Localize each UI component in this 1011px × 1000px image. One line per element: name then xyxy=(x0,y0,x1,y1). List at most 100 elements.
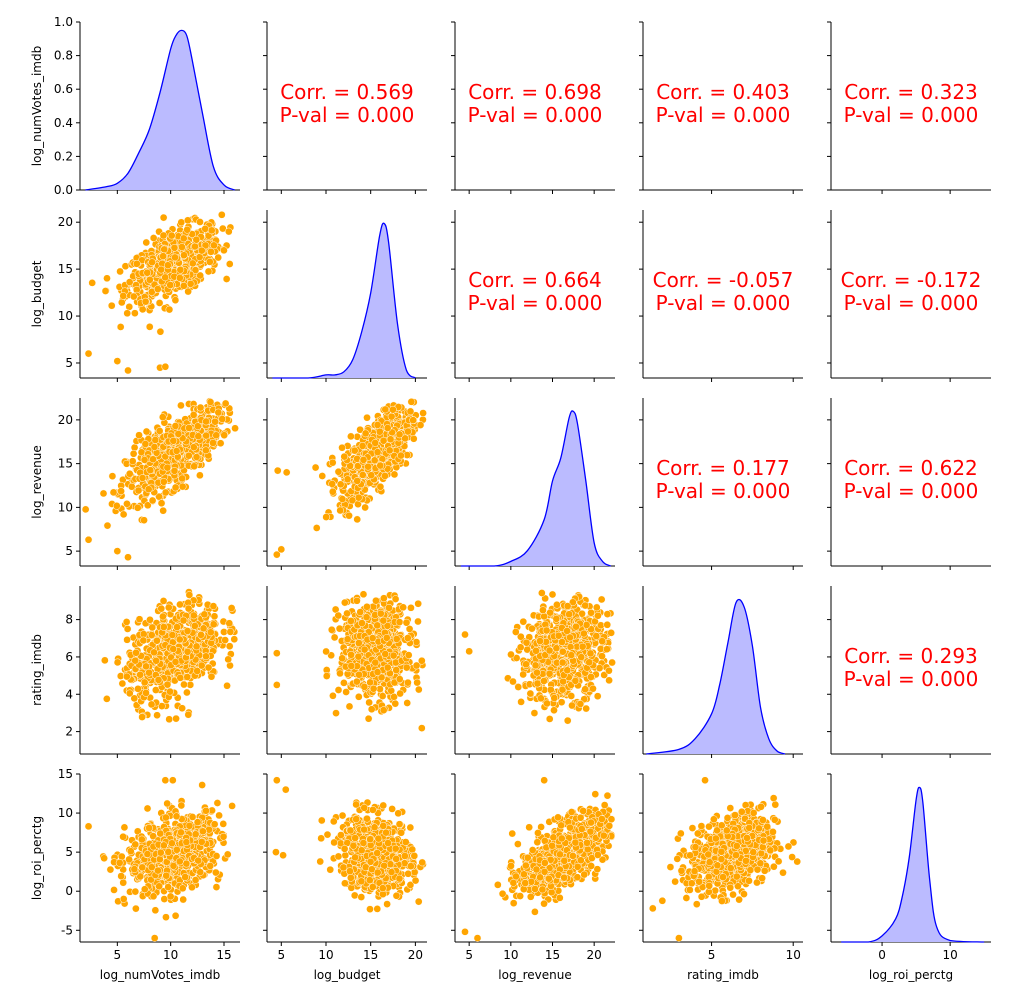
scatter-point xyxy=(370,456,379,465)
scatter-point xyxy=(220,628,228,636)
scatter-point xyxy=(212,883,221,891)
kde-line xyxy=(85,29,235,191)
scatter-point xyxy=(231,424,239,433)
scatter-point xyxy=(567,651,576,659)
scatter-point xyxy=(125,469,134,478)
scatter-point xyxy=(391,699,400,708)
scatter-point xyxy=(358,471,367,479)
scatter-point xyxy=(409,434,418,443)
scatter-point xyxy=(143,804,152,813)
scatter-point xyxy=(140,516,148,525)
scatter-point xyxy=(358,619,366,627)
scatter-point xyxy=(219,820,228,828)
scatter-point xyxy=(178,243,186,251)
scatter-point xyxy=(328,480,337,488)
scatter-point xyxy=(354,639,363,647)
scatter-point xyxy=(171,911,180,920)
scatter-point xyxy=(414,599,423,608)
y-tick-label: 15 xyxy=(58,262,73,276)
y-tick-label: 20 xyxy=(58,215,73,229)
scatter-point xyxy=(417,724,426,732)
pval-label: P-val = 0.000 xyxy=(656,291,791,315)
scatter-point xyxy=(116,267,124,276)
scatter-point xyxy=(542,626,551,635)
scatter-point xyxy=(343,475,352,484)
scatter-point xyxy=(563,602,572,610)
scatter-point xyxy=(553,600,561,609)
scatter-point xyxy=(143,268,152,277)
scatter-point xyxy=(533,668,541,677)
scatter-point xyxy=(347,650,355,659)
scatter-point xyxy=(122,618,131,626)
scatter-point-outlier xyxy=(124,366,132,375)
scatter-point xyxy=(138,713,146,721)
scatter-point-outlier xyxy=(113,357,122,365)
scatter-point xyxy=(359,590,368,599)
scatter-point xyxy=(372,596,380,605)
scatter-point xyxy=(189,443,198,452)
scatter-point xyxy=(196,271,205,280)
scatter-point xyxy=(159,597,168,605)
scatter-point xyxy=(178,474,187,483)
scatter-point xyxy=(540,612,548,621)
kde-fill xyxy=(272,223,416,378)
y-tick-label: 0.6 xyxy=(54,82,73,96)
y-tick-label: 0.2 xyxy=(54,149,73,163)
scatter-point xyxy=(142,689,150,697)
y-tick-label: 4 xyxy=(65,687,73,701)
scatter-point xyxy=(353,677,361,686)
scatter-point xyxy=(175,274,184,282)
scatter-point xyxy=(312,524,321,532)
scatter-point xyxy=(101,287,110,295)
scatter-point xyxy=(598,652,606,661)
scatter-point xyxy=(407,603,415,612)
scatter-point xyxy=(194,432,203,441)
scatter-point xyxy=(109,488,118,497)
scatter-point xyxy=(395,675,404,683)
scatter-point xyxy=(117,487,125,495)
scatter-point xyxy=(587,608,595,617)
corr-label: Corr. = 0.177 xyxy=(656,456,790,480)
scatter-point xyxy=(340,452,349,461)
scatter-point xyxy=(392,666,401,674)
scatter-point xyxy=(122,672,131,681)
scatter-point xyxy=(404,678,412,687)
scatter-point xyxy=(545,669,554,678)
scatter-point xyxy=(413,678,421,687)
scatter-point xyxy=(558,658,567,667)
scatter-point xyxy=(135,431,143,440)
scatter-point xyxy=(334,611,343,620)
pval-label: P-val = 0.000 xyxy=(844,667,979,691)
scatter-point xyxy=(170,243,179,252)
scatter-point xyxy=(385,446,394,455)
scatter-point xyxy=(123,635,131,644)
scatter-point xyxy=(140,456,149,464)
scatter-point xyxy=(595,664,604,672)
scatter-point xyxy=(196,218,204,226)
scatter-point xyxy=(354,652,363,661)
scatter-point xyxy=(211,868,220,877)
scatter-point-outlier xyxy=(84,535,93,544)
scatter-point xyxy=(519,617,528,626)
scatter-point xyxy=(223,850,232,859)
scatter-point xyxy=(378,692,387,700)
scatter-point xyxy=(169,436,178,445)
scatter-point xyxy=(131,656,140,665)
y-tick-label: 20 xyxy=(58,413,73,427)
scatter-point-outlier xyxy=(272,681,281,689)
scatter-point xyxy=(178,704,186,713)
scatter-point xyxy=(150,443,159,451)
scatter-point xyxy=(543,699,551,708)
scatter-point xyxy=(589,684,597,693)
scatter-point xyxy=(364,714,373,723)
scatter-point xyxy=(402,618,411,627)
scatter-point xyxy=(532,646,540,655)
scatter-point xyxy=(197,246,206,255)
scatter-point xyxy=(358,442,367,450)
scatter-point xyxy=(113,658,122,667)
scatter-point xyxy=(389,651,398,660)
scatter-point xyxy=(202,417,210,426)
scatter-point xyxy=(385,603,393,612)
scatter-point xyxy=(371,658,380,667)
scatter-point xyxy=(147,700,156,709)
